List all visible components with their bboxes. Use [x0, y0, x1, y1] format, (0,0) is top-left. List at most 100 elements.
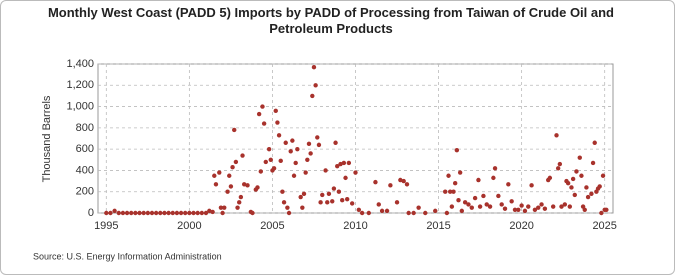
- data-point: [559, 204, 564, 209]
- data-point: [233, 159, 239, 165]
- data-point: [547, 175, 553, 181]
- data-point: [509, 199, 514, 204]
- data-point: [476, 177, 481, 183]
- data-point: [388, 183, 393, 188]
- data-point: [278, 158, 283, 164]
- data-point: [341, 160, 347, 166]
- data-point: [570, 176, 576, 182]
- data-point: [199, 210, 205, 216]
- data-point: [241, 182, 247, 187]
- data-point: [604, 207, 609, 213]
- data-point: [519, 203, 524, 208]
- data-point: [359, 210, 365, 216]
- data-point: [466, 202, 471, 207]
- data-point: [258, 169, 264, 174]
- data-point: [108, 210, 113, 216]
- data-point: [104, 210, 109, 216]
- data-point: [170, 210, 175, 216]
- data-point: [599, 210, 604, 216]
- data-point: [291, 173, 297, 178]
- data-point: [303, 170, 308, 175]
- data-point: [225, 189, 230, 194]
- data-point: [311, 64, 317, 70]
- data-point: [506, 182, 511, 187]
- data-point: [577, 155, 582, 160]
- data-point: [567, 204, 573, 209]
- data-point: [325, 200, 330, 205]
- data-point: [532, 207, 538, 213]
- data-point: [153, 210, 159, 216]
- data-point: [449, 204, 455, 209]
- data-point: [446, 173, 451, 178]
- data-point: [250, 210, 255, 216]
- data-point: [290, 138, 295, 143]
- data-point: [268, 157, 273, 162]
- data-point: [529, 183, 534, 188]
- data-point: [141, 210, 146, 216]
- data-point: [401, 178, 406, 184]
- data-point: [145, 210, 151, 216]
- data-point: [280, 189, 285, 194]
- data-point: [376, 202, 381, 207]
- data-point: [454, 148, 460, 153]
- data-point: [183, 210, 188, 216]
- data-point: [333, 140, 338, 145]
- data-point: [526, 204, 531, 209]
- data-point: [129, 210, 134, 216]
- data-point: [300, 205, 305, 210]
- data-point: [569, 185, 574, 190]
- data-point: [220, 210, 225, 216]
- data-point: [285, 205, 290, 210]
- data-point: [149, 210, 155, 216]
- data-point: [477, 204, 483, 209]
- data-point: [283, 140, 288, 145]
- data-point: [323, 168, 328, 173]
- data-point: [499, 202, 504, 207]
- data-point: [452, 181, 458, 186]
- data-point: [320, 192, 325, 198]
- data-point: [562, 202, 568, 207]
- data-point: [406, 210, 411, 216]
- data-point: [207, 208, 212, 214]
- data-point: [315, 135, 320, 140]
- data-point: [550, 204, 556, 209]
- data-point: [235, 205, 240, 210]
- data-point: [462, 200, 468, 205]
- data-point: [398, 177, 403, 183]
- data-point: [472, 195, 478, 201]
- x-tick-label: 1995: [94, 220, 118, 232]
- data-point: [230, 165, 235, 170]
- data-point: [592, 140, 597, 145]
- data-point: [293, 160, 298, 166]
- data-point: [318, 200, 323, 205]
- data-point: [271, 166, 277, 171]
- data-point: [275, 120, 280, 125]
- y-tick-label: 1,200: [66, 79, 94, 91]
- y-axis-label: Thousand Barrels: [41, 95, 53, 182]
- data-point: [116, 210, 121, 216]
- x-tick-label: 2025: [592, 220, 616, 232]
- data-point: [288, 149, 293, 154]
- data-point: [256, 111, 262, 117]
- data-point: [344, 196, 350, 202]
- data-point: [366, 210, 371, 216]
- data-point: [313, 83, 318, 88]
- data-point: [273, 108, 278, 114]
- data-point: [379, 208, 385, 214]
- x-tick-label: 2000: [177, 220, 201, 232]
- data-point: [574, 169, 579, 174]
- data-point: [276, 133, 282, 138]
- y-tick-label: 600: [76, 143, 94, 155]
- data-point: [481, 193, 486, 199]
- data-point: [263, 159, 268, 165]
- data-point: [394, 200, 400, 205]
- data-point: [539, 202, 544, 207]
- data-point: [191, 210, 196, 216]
- data-point: [120, 210, 126, 216]
- data-point: [451, 189, 456, 194]
- data-point: [565, 181, 571, 186]
- data-point: [187, 210, 192, 216]
- data-point: [222, 205, 227, 210]
- data-point: [203, 210, 209, 216]
